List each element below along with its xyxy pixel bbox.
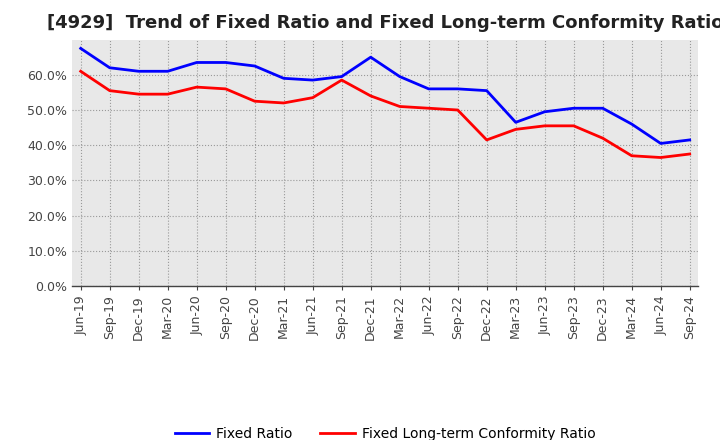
Fixed Ratio	[511, 120, 520, 125]
Fixed Ratio	[192, 60, 201, 65]
Fixed Long-term Conformity Ratio	[685, 151, 694, 157]
Fixed Ratio	[163, 69, 172, 74]
Fixed Ratio	[395, 74, 404, 79]
Fixed Ratio	[482, 88, 491, 93]
Fixed Long-term Conformity Ratio	[598, 136, 607, 141]
Fixed Long-term Conformity Ratio	[627, 153, 636, 158]
Fixed Long-term Conformity Ratio	[308, 95, 317, 100]
Fixed Ratio	[251, 63, 259, 69]
Fixed Ratio	[627, 121, 636, 127]
Fixed Long-term Conformity Ratio	[135, 92, 143, 97]
Fixed Ratio	[338, 74, 346, 79]
Fixed Ratio	[454, 86, 462, 92]
Fixed Long-term Conformity Ratio	[395, 104, 404, 109]
Fixed Ratio	[105, 65, 114, 70]
Fixed Ratio	[685, 137, 694, 143]
Fixed Long-term Conformity Ratio	[251, 99, 259, 104]
Fixed Long-term Conformity Ratio	[541, 123, 549, 128]
Fixed Long-term Conformity Ratio	[454, 107, 462, 113]
Line: Fixed Ratio: Fixed Ratio	[81, 48, 690, 143]
Fixed Ratio	[135, 69, 143, 74]
Fixed Long-term Conformity Ratio	[221, 86, 230, 92]
Fixed Long-term Conformity Ratio	[366, 93, 375, 99]
Line: Fixed Long-term Conformity Ratio: Fixed Long-term Conformity Ratio	[81, 71, 690, 158]
Fixed Ratio	[76, 46, 85, 51]
Fixed Ratio	[541, 109, 549, 114]
Fixed Long-term Conformity Ratio	[163, 92, 172, 97]
Fixed Long-term Conformity Ratio	[424, 106, 433, 111]
Fixed Long-term Conformity Ratio	[192, 84, 201, 90]
Fixed Ratio	[308, 77, 317, 83]
Fixed Ratio	[570, 106, 578, 111]
Fixed Long-term Conformity Ratio	[511, 127, 520, 132]
Title: [4929]  Trend of Fixed Ratio and Fixed Long-term Conformity Ratio: [4929] Trend of Fixed Ratio and Fixed Lo…	[47, 15, 720, 33]
Fixed Long-term Conformity Ratio	[657, 155, 665, 160]
Fixed Ratio	[598, 106, 607, 111]
Fixed Long-term Conformity Ratio	[482, 137, 491, 143]
Fixed Ratio	[221, 60, 230, 65]
Fixed Long-term Conformity Ratio	[338, 77, 346, 83]
Fixed Ratio	[279, 76, 288, 81]
Fixed Ratio	[424, 86, 433, 92]
Fixed Long-term Conformity Ratio	[279, 100, 288, 106]
Legend: Fixed Ratio, Fixed Long-term Conformity Ratio: Fixed Ratio, Fixed Long-term Conformity …	[169, 421, 601, 440]
Fixed Long-term Conformity Ratio	[570, 123, 578, 128]
Fixed Ratio	[366, 55, 375, 60]
Fixed Long-term Conformity Ratio	[105, 88, 114, 93]
Fixed Ratio	[657, 141, 665, 146]
Fixed Long-term Conformity Ratio	[76, 69, 85, 74]
